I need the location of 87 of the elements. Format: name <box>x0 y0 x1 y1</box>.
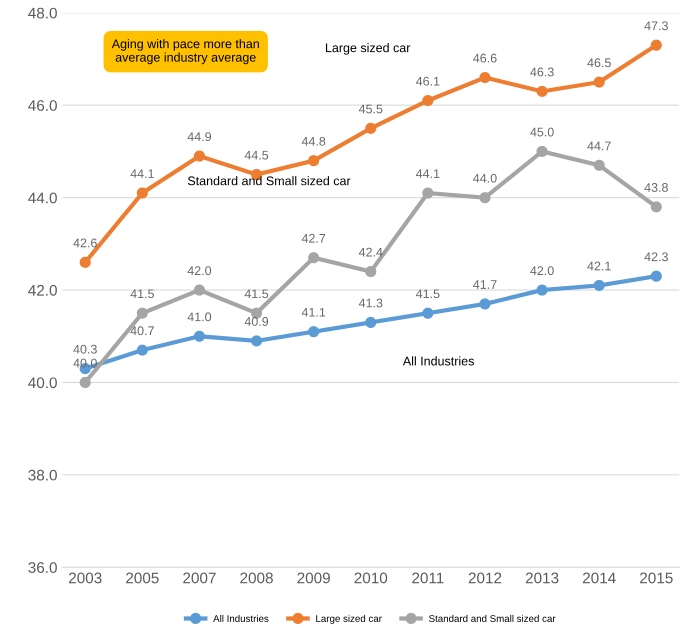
legend-label: Large sized car <box>316 614 382 624</box>
data-label: 42.0 <box>530 266 554 276</box>
legend-label: Standard and Small sized car <box>429 614 556 622</box>
point <box>250 335 262 346</box>
y-tick-label: 38.0 <box>28 470 57 481</box>
point <box>365 316 376 328</box>
x-tick-label: 2015 <box>640 572 673 584</box>
point <box>594 160 605 171</box>
data-label: 47.3 <box>644 21 668 30</box>
x-tick-label: 2003 <box>68 572 102 584</box>
data-label: 46.1 <box>416 76 440 86</box>
point <box>194 150 205 162</box>
data-label: 45.0 <box>530 128 554 136</box>
point <box>136 308 148 319</box>
data-label: 41.1 <box>302 308 326 317</box>
annotation: Aging with pace more than average industry average <box>112 39 259 64</box>
data-label: 44.1 <box>130 169 154 178</box>
x-tick-label: 2009 <box>297 572 330 584</box>
point <box>136 344 148 356</box>
y-tick-label: 48.0 <box>28 8 57 19</box>
annotation: Standard and Small sized car <box>188 176 350 186</box>
x-tick-label: 2013 <box>526 572 558 584</box>
data-label: 45.5 <box>358 104 382 114</box>
point <box>80 376 91 388</box>
data-label: 44.5 <box>244 150 268 160</box>
point <box>194 330 205 342</box>
point <box>650 270 662 282</box>
x-tick-label: 2011 <box>412 572 444 584</box>
point <box>308 326 320 338</box>
data-label: 46.3 <box>530 68 554 76</box>
data-label: 41.3 <box>358 298 382 308</box>
data-label: 42.6 <box>73 238 97 248</box>
y-tick-label: 36.0 <box>28 562 57 573</box>
data-label: 40.3 <box>73 344 97 354</box>
data-label: 46.6 <box>473 54 497 63</box>
data-label: 41.5 <box>416 289 440 298</box>
data-label: 42.1 <box>587 262 611 270</box>
data-label: 44.9 <box>188 132 212 142</box>
point <box>422 308 434 319</box>
data-label: 41.7 <box>473 280 497 289</box>
point <box>479 298 491 310</box>
data-label: 42.4 <box>358 248 383 256</box>
point <box>308 252 320 264</box>
annotation: All Industries <box>402 356 474 366</box>
data-label: 41.5 <box>130 289 154 298</box>
data-label: 41.5 <box>244 289 268 298</box>
y-tick-label: 40.0 <box>28 377 57 388</box>
point <box>365 266 376 278</box>
data-label: 44.8 <box>302 136 326 146</box>
x-tick-label: 2012 <box>468 572 502 584</box>
point <box>422 187 434 199</box>
data-label: 42.0 <box>188 266 212 276</box>
point <box>365 122 376 134</box>
point <box>536 146 548 157</box>
data-label: 43.8 <box>644 183 668 192</box>
point <box>536 86 548 97</box>
y-tick-label: 42.0 <box>28 284 57 296</box>
data-label: 44.0 <box>473 174 497 183</box>
point <box>80 256 91 268</box>
point <box>650 201 662 212</box>
point <box>136 187 148 199</box>
point <box>479 192 491 204</box>
point <box>422 95 434 106</box>
point <box>308 155 320 166</box>
point <box>594 76 605 88</box>
point <box>650 40 662 51</box>
data-label: 46.5 <box>587 58 611 68</box>
data-label: 41.0 <box>188 312 212 322</box>
point <box>536 284 548 296</box>
x-tick-label: 2010 <box>354 572 388 584</box>
x-tick-label: 2005 <box>126 572 159 584</box>
point <box>479 72 491 84</box>
data-label: 44.1 <box>416 169 440 178</box>
x-tick-label: 2007 <box>183 572 216 584</box>
point <box>194 284 205 296</box>
data-label: 42.7 <box>302 234 326 243</box>
legend-label: All Industries <box>213 614 268 622</box>
x-tick-label: 2008 <box>240 572 273 584</box>
data-label: 42.3 <box>644 252 668 262</box>
data-label: 44.7 <box>587 142 611 150</box>
data-label: 40.7 <box>130 326 154 336</box>
x-tick-label: 2014 <box>582 572 616 584</box>
data-label: 40.9 <box>244 317 268 326</box>
y-tick-label: 44.0 <box>28 192 57 204</box>
annotation: Large sized car <box>326 43 410 55</box>
y-tick-label: 46.0 <box>28 100 57 111</box>
point <box>594 280 605 291</box>
